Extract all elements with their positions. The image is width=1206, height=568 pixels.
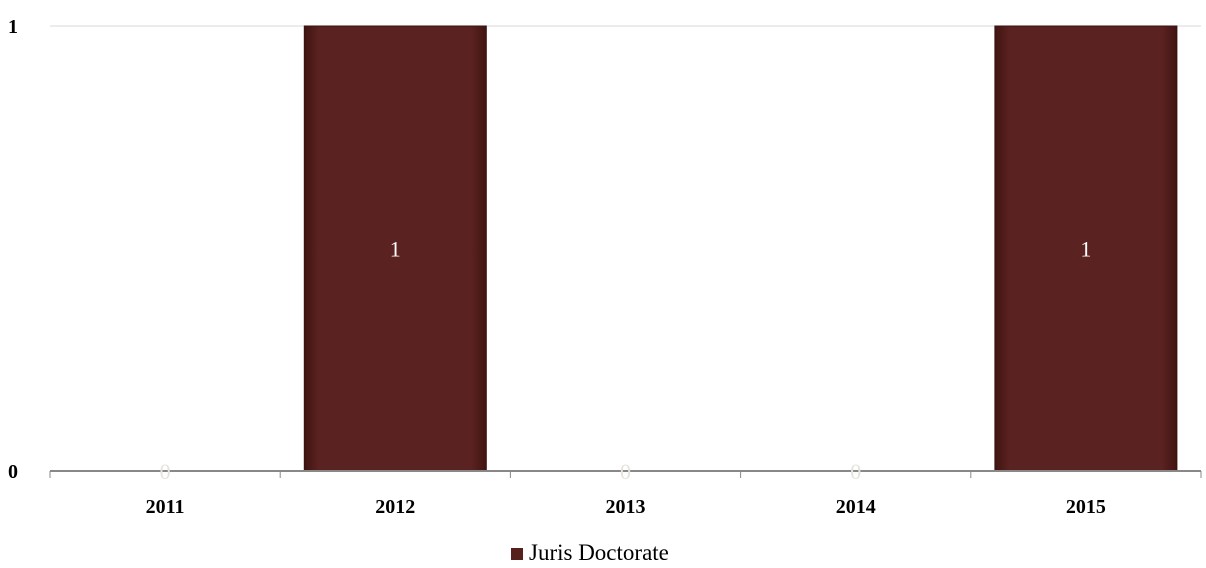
data-labels: 0 1 0 0 1 bbox=[160, 237, 1092, 485]
y-tick-label-0: 0 bbox=[8, 461, 18, 483]
y-tick-label-1: 1 bbox=[8, 16, 18, 38]
data-label-2015: 1 bbox=[1080, 237, 1091, 262]
data-label-2014: 0 bbox=[850, 459, 861, 484]
x-tick-label-2015: 2015 bbox=[1066, 496, 1106, 518]
x-tick-label-2013: 2013 bbox=[606, 496, 646, 518]
x-tick-label-2012: 2012 bbox=[375, 496, 415, 518]
bar-2015 bbox=[994, 25, 1178, 472]
axes: 0 1 2011 2012 2013 2014 2015 bbox=[8, 16, 1202, 518]
data-label-2011: 0 bbox=[160, 459, 171, 484]
data-label-2012: 1 bbox=[390, 237, 401, 262]
x-tick-label-2014: 2014 bbox=[836, 496, 876, 518]
legend-label-juris-doctorate: Juris Doctorate bbox=[529, 540, 669, 565]
legend-swatch bbox=[511, 548, 523, 560]
x-tick-label-2011: 2011 bbox=[146, 496, 185, 518]
data-label-2013: 0 bbox=[620, 459, 631, 484]
legend: Juris Doctorate bbox=[511, 540, 669, 565]
bars bbox=[303, 25, 1178, 472]
